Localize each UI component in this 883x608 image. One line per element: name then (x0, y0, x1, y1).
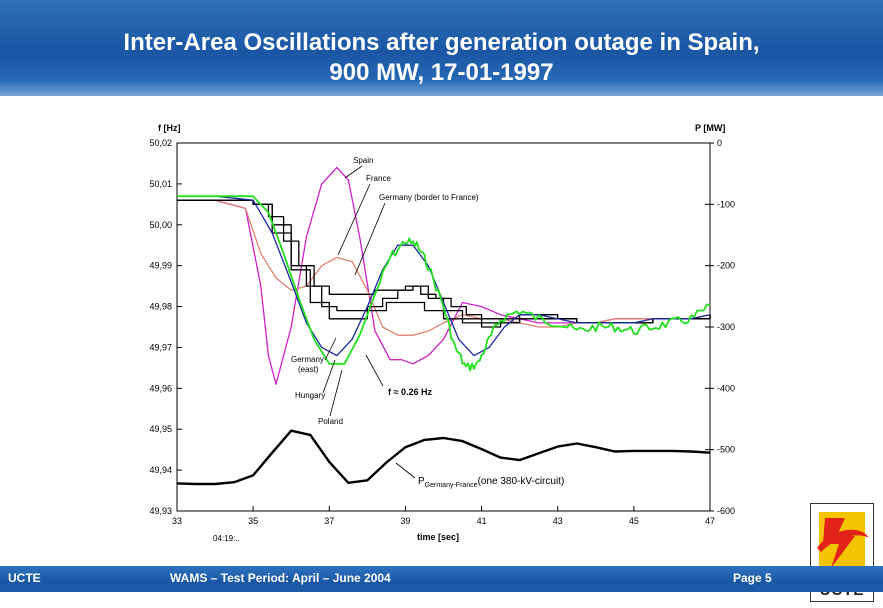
slide-header: Inter-Area Oscillations after generation… (0, 0, 883, 96)
right-tick-label: -300 (717, 322, 735, 332)
annotation-france-leader (337, 183, 371, 256)
annotation-hungary: Hungary (295, 391, 325, 400)
left-axis-ticks: 50,02 50,01 50,00 49,99 49,98 49,97 49,96 49,95… (149, 138, 182, 516)
annotation-germany-border: Germany (border to France) (379, 193, 479, 202)
right-tick-label: -500 (717, 445, 735, 455)
annotation-germany-east-leader (324, 337, 337, 361)
x-tick-label: 41 (477, 516, 487, 526)
x-axis-ticks: 33 35 37 39 41 43 45 47 (172, 506, 715, 526)
right-tick-label: -200 (717, 261, 735, 271)
title-line-2: 900 MW, 17-01-1997 (329, 59, 554, 86)
right-tick-label: -600 (717, 506, 735, 516)
annotation-germany-east-2: (east) (298, 365, 319, 374)
annotation-poland: Poland (318, 417, 343, 426)
left-tick-label: 49,99 (149, 261, 172, 271)
x-tick-label: 33 (172, 516, 182, 526)
annotation-france: France (366, 174, 391, 183)
right-tick-label: 0 (717, 138, 722, 148)
x-tick-label: 39 (400, 516, 410, 526)
left-tick-label: 49,93 (149, 506, 172, 516)
slide-footer: UCTE WAMS – Test Period: April – June 20… (0, 566, 883, 592)
x-tick-label: 35 (248, 516, 258, 526)
left-tick-label: 49,96 (149, 383, 172, 393)
x-axis-label: time [sec] (417, 532, 459, 542)
title-line-1: Inter-Area Oscillations after generation… (123, 29, 760, 56)
slide-title: Inter-Area Oscillations after generation… (0, 28, 883, 88)
left-tick-label: 49,94 (149, 465, 172, 475)
annotation-frequency: f ≈ 0.26 Hz (388, 387, 432, 397)
footer-page-number: Page 5 (733, 571, 772, 585)
footer-subtitle: WAMS – Test Period: April – June 2004 (170, 571, 391, 585)
logo-swoosh (817, 529, 869, 552)
footer-org: UCTE (8, 571, 41, 585)
x-tick-label: 43 (553, 516, 563, 526)
header-highlight (0, 80, 883, 96)
logo-lightning-bolt (823, 518, 855, 568)
ucte-lightning-logo-icon (817, 512, 869, 572)
series-line-6 (177, 195, 711, 372)
annotation-poland-leader (329, 369, 343, 417)
series-line-5 (177, 195, 711, 357)
series-line-7 (176, 429, 711, 486)
annotations: Spain France Germany (border to France) … (291, 156, 564, 489)
y-axis-left-label: f [Hz] (158, 123, 181, 133)
x-tick-label: 37 (324, 516, 334, 526)
annotation-hungary-leader (322, 359, 336, 394)
left-tick-label: 49,97 (149, 342, 172, 352)
annotation-spain-leader (344, 165, 363, 179)
annotation-germany-east-1: Germany (291, 355, 324, 364)
left-tick-label: 49,98 (149, 302, 172, 312)
annotation-power-leader (395, 462, 416, 479)
left-tick-label: 50,00 (149, 220, 172, 230)
x-tick-label: 47 (705, 516, 715, 526)
annotation-power: PGermany-France(one 380-kV-circuit) (418, 476, 564, 489)
annotation-spain: Spain (353, 156, 373, 165)
annotation-power-suffix: (one 380-kV-circuit) (478, 476, 565, 487)
annotation-germany-border-leader (354, 202, 386, 276)
left-tick-label: 50,01 (149, 179, 172, 189)
x-axis-sublabel: 04:19:.. (213, 534, 240, 543)
annotation-power-sub: Germany-France (425, 482, 478, 489)
right-tick-label: -100 (717, 199, 735, 209)
x-tick-label: 45 (629, 516, 639, 526)
left-tick-label: 50,02 (149, 138, 172, 148)
series-layer (176, 166, 711, 486)
annotation-frequency-leader (365, 354, 384, 387)
series-line-1 (177, 199, 711, 336)
left-tick-label: 49,95 (149, 424, 172, 434)
right-axis-ticks: 0 -100 -200 -300 -400 -500 -600 (705, 138, 735, 516)
right-tick-label: -400 (717, 383, 735, 393)
annotation-power-main: P (418, 476, 425, 487)
y-axis-right-label: P [MW] (695, 123, 725, 133)
